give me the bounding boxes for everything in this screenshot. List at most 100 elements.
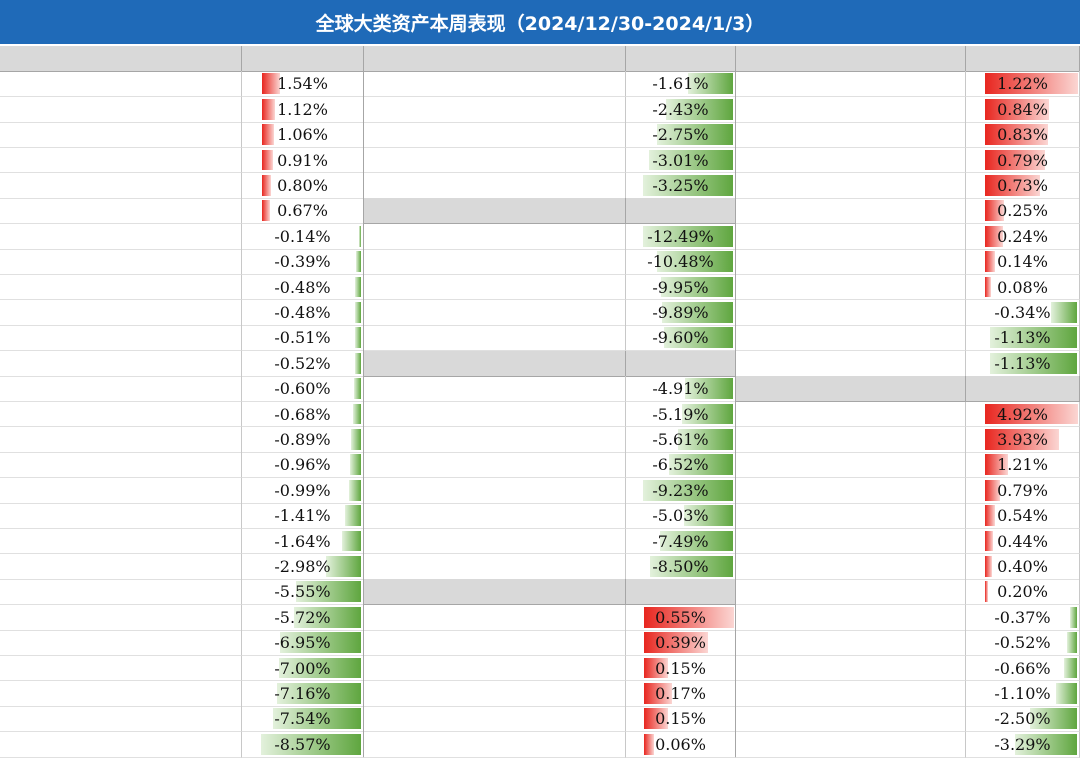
- negative-bar: [1056, 683, 1077, 704]
- asset-name: [736, 325, 966, 352]
- change-cell: -0.37%: [966, 604, 1080, 631]
- asset-name: [736, 477, 966, 504]
- change-value: 0.15%: [655, 658, 706, 678]
- asset-name: [0, 249, 242, 276]
- asset-name: [736, 401, 966, 428]
- change-value: -0.51%: [274, 328, 331, 348]
- positive-bar: [261, 200, 270, 222]
- negative-bar: [1029, 708, 1077, 730]
- positive-bar: [984, 73, 1078, 95]
- asset-name: [0, 706, 242, 733]
- negative-bar: [657, 251, 733, 273]
- change-cell: -10.48%: [626, 249, 736, 276]
- change-cell: -2.75%: [626, 122, 736, 149]
- change-cell: 1.21%: [966, 452, 1080, 479]
- asset-name: [736, 655, 966, 682]
- change-cell: 0.91%: [242, 147, 364, 174]
- change-value: 0.67%: [277, 201, 328, 221]
- asset-name: [364, 173, 626, 199]
- negative-bar: [277, 683, 361, 704]
- asset-name: [0, 173, 242, 199]
- asset-name: [364, 452, 626, 479]
- positive-bar: [984, 505, 995, 527]
- section-header: [0, 46, 242, 72]
- asset-name: [736, 223, 966, 250]
- table-title: 全球大类资产本周表现（2024/12/30-2024/1/3）: [0, 0, 1080, 45]
- change-cell: -5.55%: [242, 579, 364, 606]
- negative-bar: [272, 708, 361, 730]
- change-cell: -1.10%: [966, 681, 1080, 707]
- negative-bar: [344, 505, 361, 527]
- change-value: 1.21%: [997, 455, 1048, 475]
- negative-bar: [260, 733, 361, 755]
- positive-bar: [643, 632, 708, 654]
- negative-bar: [279, 657, 361, 679]
- change-value: -9.60%: [652, 328, 709, 348]
- change-value: -0.66%: [994, 658, 1051, 678]
- asset-name: [736, 350, 966, 377]
- negative-bar: [683, 505, 733, 527]
- change-header: [626, 198, 736, 225]
- negative-bar: [661, 302, 733, 323]
- change-cell: -0.48%: [242, 274, 364, 301]
- change-cell: -0.51%: [242, 325, 364, 352]
- change-cell: 0.55%: [626, 604, 736, 631]
- negative-bar: [1069, 606, 1077, 628]
- asset-name: [0, 325, 242, 352]
- asset-name: [0, 376, 242, 403]
- change-cell: 1.06%: [242, 122, 364, 149]
- change-cell: 4.92%: [966, 401, 1080, 428]
- negative-bar: [649, 556, 733, 577]
- positive-bar: [984, 200, 1004, 222]
- change-value: -5.55%: [274, 582, 331, 602]
- asset-name: [364, 71, 626, 98]
- change-value: -1.61%: [652, 74, 709, 94]
- change-cell: -0.52%: [242, 350, 364, 377]
- positive-bar: [984, 175, 1041, 196]
- change-value: -6.52%: [652, 455, 709, 475]
- asset-name: [364, 96, 626, 123]
- asset-name: [736, 96, 966, 123]
- change-cell: -5.03%: [626, 503, 736, 530]
- negative-bar: [642, 225, 733, 247]
- column-divider: [363, 46, 364, 757]
- asset-name: [736, 681, 966, 707]
- asset-name: [364, 300, 626, 326]
- positive-bar: [984, 225, 1003, 247]
- negative-bar: [642, 175, 733, 196]
- change-value: -8.50%: [652, 556, 709, 576]
- change-value: -6.95%: [274, 633, 331, 653]
- change-cell: -9.95%: [626, 274, 736, 301]
- asset-name: [736, 249, 966, 276]
- change-value: -0.48%: [274, 277, 331, 297]
- change-cell: -0.66%: [966, 655, 1080, 682]
- change-value: -0.34%: [994, 302, 1051, 322]
- change-cell: -6.52%: [626, 452, 736, 479]
- change-cell: -0.89%: [242, 427, 364, 453]
- asset-name: [364, 681, 626, 707]
- asset-name: [736, 427, 966, 453]
- change-cell: 0.08%: [966, 274, 1080, 301]
- negative-bar: [356, 251, 361, 273]
- asset-name: [364, 274, 626, 301]
- change-cell: -9.89%: [626, 300, 736, 326]
- asset-name: [0, 96, 242, 123]
- change-value: -1.41%: [274, 506, 331, 526]
- negative-bar: [354, 378, 361, 400]
- asset-name: [0, 427, 242, 453]
- asset-name: [0, 300, 242, 326]
- change-header: [966, 376, 1080, 403]
- change-value: -7.16%: [274, 683, 331, 703]
- asset-name: [736, 528, 966, 555]
- asset-name: [364, 401, 626, 428]
- change-value: 0.20%: [997, 582, 1048, 602]
- change-value: -1.64%: [274, 531, 331, 551]
- asset-name: [736, 147, 966, 174]
- positive-bar: [643, 683, 672, 704]
- asset-name: [0, 503, 242, 530]
- change-value: -0.48%: [274, 302, 331, 322]
- change-value: 1.22%: [997, 74, 1048, 94]
- change-cell: 0.84%: [966, 96, 1080, 123]
- change-value: -10.48%: [647, 252, 714, 272]
- change-header: [626, 579, 736, 606]
